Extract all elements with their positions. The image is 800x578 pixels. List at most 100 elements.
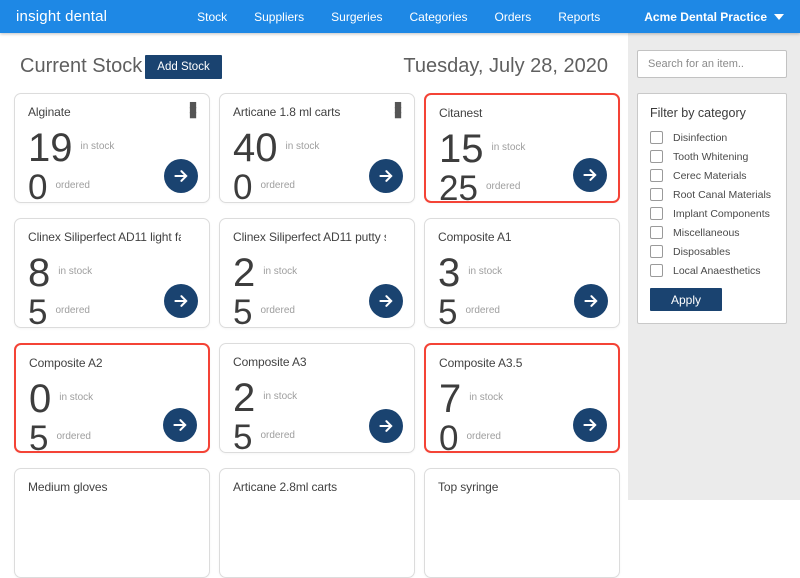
card-detail-button[interactable] — [164, 284, 198, 318]
stock-card-title: Medium gloves — [28, 480, 108, 494]
stock-card: Composite A1 3 in stock 5 ordered — [424, 218, 620, 332]
ordered-row: 0 ordered — [233, 168, 295, 206]
current-date: Tuesday, July 28, 2020 — [403, 55, 608, 77]
ordered-count: 0 — [28, 167, 48, 207]
in-stock-count: 8 — [28, 251, 51, 295]
ordered-row: 5 ordered — [28, 293, 90, 331]
kebab-menu-icon[interactable]: ■ ■ ■ — [394, 97, 402, 122]
filter-panel: Filter by category Disinfection Tooth Wh… — [637, 93, 787, 324]
card-detail-button[interactable] — [164, 159, 198, 193]
category-filter-item[interactable]: Miscellaneous — [650, 226, 774, 239]
apply-filter-button[interactable]: Apply — [650, 288, 722, 311]
arrow-right-icon — [379, 295, 393, 307]
stock-card: Medium gloves — [14, 468, 210, 578]
nav-item[interactable]: Stock — [197, 9, 228, 24]
category-filter-item[interactable]: Implant Components — [650, 207, 774, 220]
category-checkbox[interactable] — [650, 245, 663, 258]
card-detail-button[interactable] — [573, 408, 607, 442]
ordered-row: 5 ordered — [29, 419, 91, 457]
ordered-label: ordered — [260, 179, 295, 191]
stock-card: Composite A2 0 in stock 5 ordered — [14, 343, 210, 456]
category-filter-item[interactable]: Disposables — [650, 245, 774, 258]
stock-card: Clinex Siliperfect AD11 putty soft 2 in … — [219, 218, 415, 331]
in-stock-label: in stock — [59, 391, 94, 403]
in-stock-count: 19 — [28, 126, 73, 170]
ordered-row: 25 ordered — [439, 169, 520, 207]
search-input[interactable] — [637, 50, 787, 78]
in-stock-count: 7 — [439, 377, 462, 421]
account-name: Acme Dental Practice — [644, 9, 767, 24]
add-stock-button[interactable]: Add Stock — [145, 55, 222, 79]
ordered-row: 0 ordered — [439, 419, 501, 457]
in-stock-label: in stock — [80, 140, 115, 152]
category-checkbox[interactable] — [650, 169, 663, 182]
in-stock-row: 2 in stock — [233, 377, 297, 419]
category-checkbox[interactable] — [650, 150, 663, 163]
stock-card-title: Clinex Siliperfect AD11 light fast set — [28, 230, 181, 244]
stock-card-title: Composite A3 — [233, 355, 307, 369]
nav-item[interactable]: Orders — [494, 9, 532, 24]
category-label: Implant Components — [673, 207, 770, 220]
nav-item[interactable]: Suppliers — [254, 9, 305, 24]
category-checkbox[interactable] — [650, 188, 663, 201]
stock-card: Alginate ■ ■ ■ 19 in stock 0 ordered — [14, 93, 210, 206]
card-detail-button[interactable] — [369, 409, 403, 443]
arrow-right-icon — [583, 169, 597, 181]
category-label: Root Canal Materials — [673, 188, 772, 201]
in-stock-label: in stock — [58, 265, 93, 277]
ordered-label: ordered — [260, 429, 295, 441]
nav-item[interactable]: Surgeries — [331, 9, 383, 24]
app-logo[interactable]: insight dental — [16, 8, 108, 25]
nav-item[interactable]: Categories — [409, 9, 468, 24]
stock-card-title: Alginate — [28, 105, 71, 119]
ordered-label: ordered — [260, 304, 295, 316]
ordered-count: 5 — [438, 292, 458, 332]
account-menu[interactable]: Acme Dental Practice — [644, 10, 784, 24]
category-filter-list: Disinfection Tooth Whitening Cerec Mater… — [650, 131, 774, 277]
category-filter-item[interactable]: Cerec Materials — [650, 169, 774, 182]
ordered-row: 5 ordered — [233, 418, 295, 456]
stock-card: Articane 2.8ml carts — [219, 468, 415, 578]
stock-card-title: Clinex Siliperfect AD11 putty soft — [233, 230, 386, 244]
category-checkbox[interactable] — [650, 207, 663, 220]
in-stock-count: 0 — [29, 377, 52, 421]
category-checkbox[interactable] — [650, 226, 663, 239]
in-stock-count: 40 — [233, 126, 278, 170]
category-checkbox[interactable] — [650, 131, 663, 144]
arrow-right-icon — [173, 419, 187, 431]
ordered-count: 5 — [29, 418, 49, 458]
stock-card: Articane 1.8 ml carts ■ ■ ■ 40 in stock 0 … — [219, 93, 415, 206]
ordered-count: 25 — [439, 168, 478, 208]
category-filter-item[interactable]: Disinfection — [650, 131, 774, 144]
card-detail-button[interactable] — [163, 408, 197, 442]
nav-item[interactable]: Reports — [558, 9, 601, 24]
in-stock-row: 40 in stock — [233, 127, 319, 169]
in-stock-row: 2 in stock — [233, 252, 297, 294]
in-stock-count: 3 — [438, 251, 461, 295]
in-stock-label: in stock — [469, 391, 504, 403]
card-detail-button[interactable] — [369, 159, 403, 193]
category-label: Local Anaesthetics — [673, 264, 761, 277]
card-detail-button[interactable] — [574, 284, 608, 318]
in-stock-label: in stock — [491, 141, 526, 153]
stock-card: Composite A3 2 in stock 5 ordered — [219, 343, 415, 456]
card-detail-button[interactable] — [573, 158, 607, 192]
stock-card-title: Articane 2.8ml carts — [233, 480, 338, 494]
kebab-menu-icon[interactable]: ■ ■ ■ — [189, 97, 197, 122]
arrow-right-icon — [174, 295, 188, 307]
stock-card-grid: Alginate ■ ■ ■ 19 in stock 0 ordered Artic… — [14, 93, 620, 578]
category-label: Disinfection — [673, 131, 728, 144]
page-header: Current Stock Add Stock Tuesday, July 28… — [0, 53, 628, 83]
category-filter-item[interactable]: Root Canal Materials — [650, 188, 774, 201]
arrow-right-icon — [584, 295, 598, 307]
category-filter-item[interactable]: Tooth Whitening — [650, 150, 774, 163]
ordered-label: ordered — [465, 304, 500, 316]
ordered-count: 0 — [439, 418, 459, 458]
category-checkbox[interactable] — [650, 264, 663, 277]
ordered-count: 5 — [233, 292, 253, 332]
in-stock-label: in stock — [468, 265, 503, 277]
category-filter-item[interactable]: Local Anaesthetics — [650, 264, 774, 277]
ordered-row: 5 ordered — [233, 293, 295, 331]
card-detail-button[interactable] — [369, 284, 403, 318]
ordered-row: 0 ordered — [28, 168, 90, 206]
